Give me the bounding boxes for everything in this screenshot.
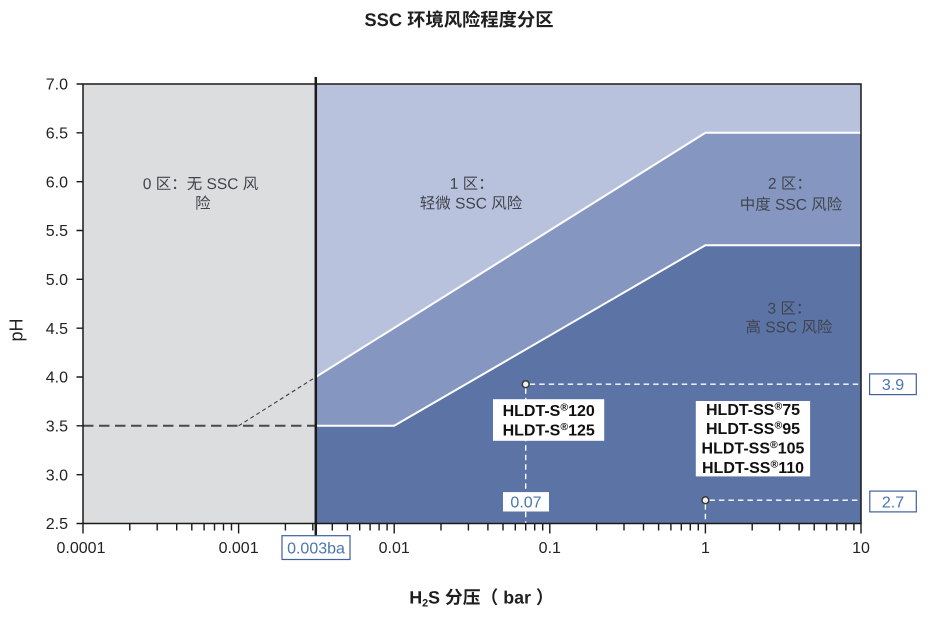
svg-text:0.1: 0.1 [539, 540, 561, 557]
svg-text:4.0: 4.0 [46, 370, 68, 387]
svg-text:2.7: 2.7 [882, 494, 904, 511]
svg-text:HLDT-SS®105: HLDT-SS®105 [702, 439, 805, 458]
svg-text:6.0: 6.0 [46, 174, 68, 191]
svg-text:3.5: 3.5 [46, 418, 68, 435]
svg-text:2.5: 2.5 [46, 516, 68, 533]
svg-text:0.001: 0.001 [219, 540, 259, 557]
svg-text:7.0: 7.0 [46, 77, 68, 94]
svg-text:1: 1 [701, 540, 710, 557]
svg-text:HLDT-SS®95: HLDT-SS®95 [706, 420, 800, 439]
svg-text:5.0: 5.0 [46, 272, 68, 289]
svg-text:0.0001: 0.0001 [57, 540, 106, 557]
svg-text:HLDT-SS®110: HLDT-SS®110 [702, 458, 804, 477]
svg-text:0.01: 0.01 [379, 540, 410, 557]
svg-text:6.5: 6.5 [46, 125, 68, 142]
svg-text:pH: pH [7, 318, 27, 341]
svg-text:HLDT-SS®75: HLDT-SS®75 [706, 400, 800, 419]
svg-text:HLDT-S®120: HLDT-S®120 [503, 402, 595, 421]
svg-text:0.07: 0.07 [510, 495, 541, 512]
svg-text:5.5: 5.5 [46, 223, 68, 240]
svg-text:4.5: 4.5 [46, 321, 68, 338]
svg-text:HLDT-S®125: HLDT-S®125 [503, 421, 595, 440]
svg-text:3.0: 3.0 [46, 467, 68, 484]
svg-text:10: 10 [852, 540, 870, 557]
svg-text:0.003ba: 0.003ba [287, 541, 345, 558]
svg-text:3.9: 3.9 [882, 377, 904, 394]
